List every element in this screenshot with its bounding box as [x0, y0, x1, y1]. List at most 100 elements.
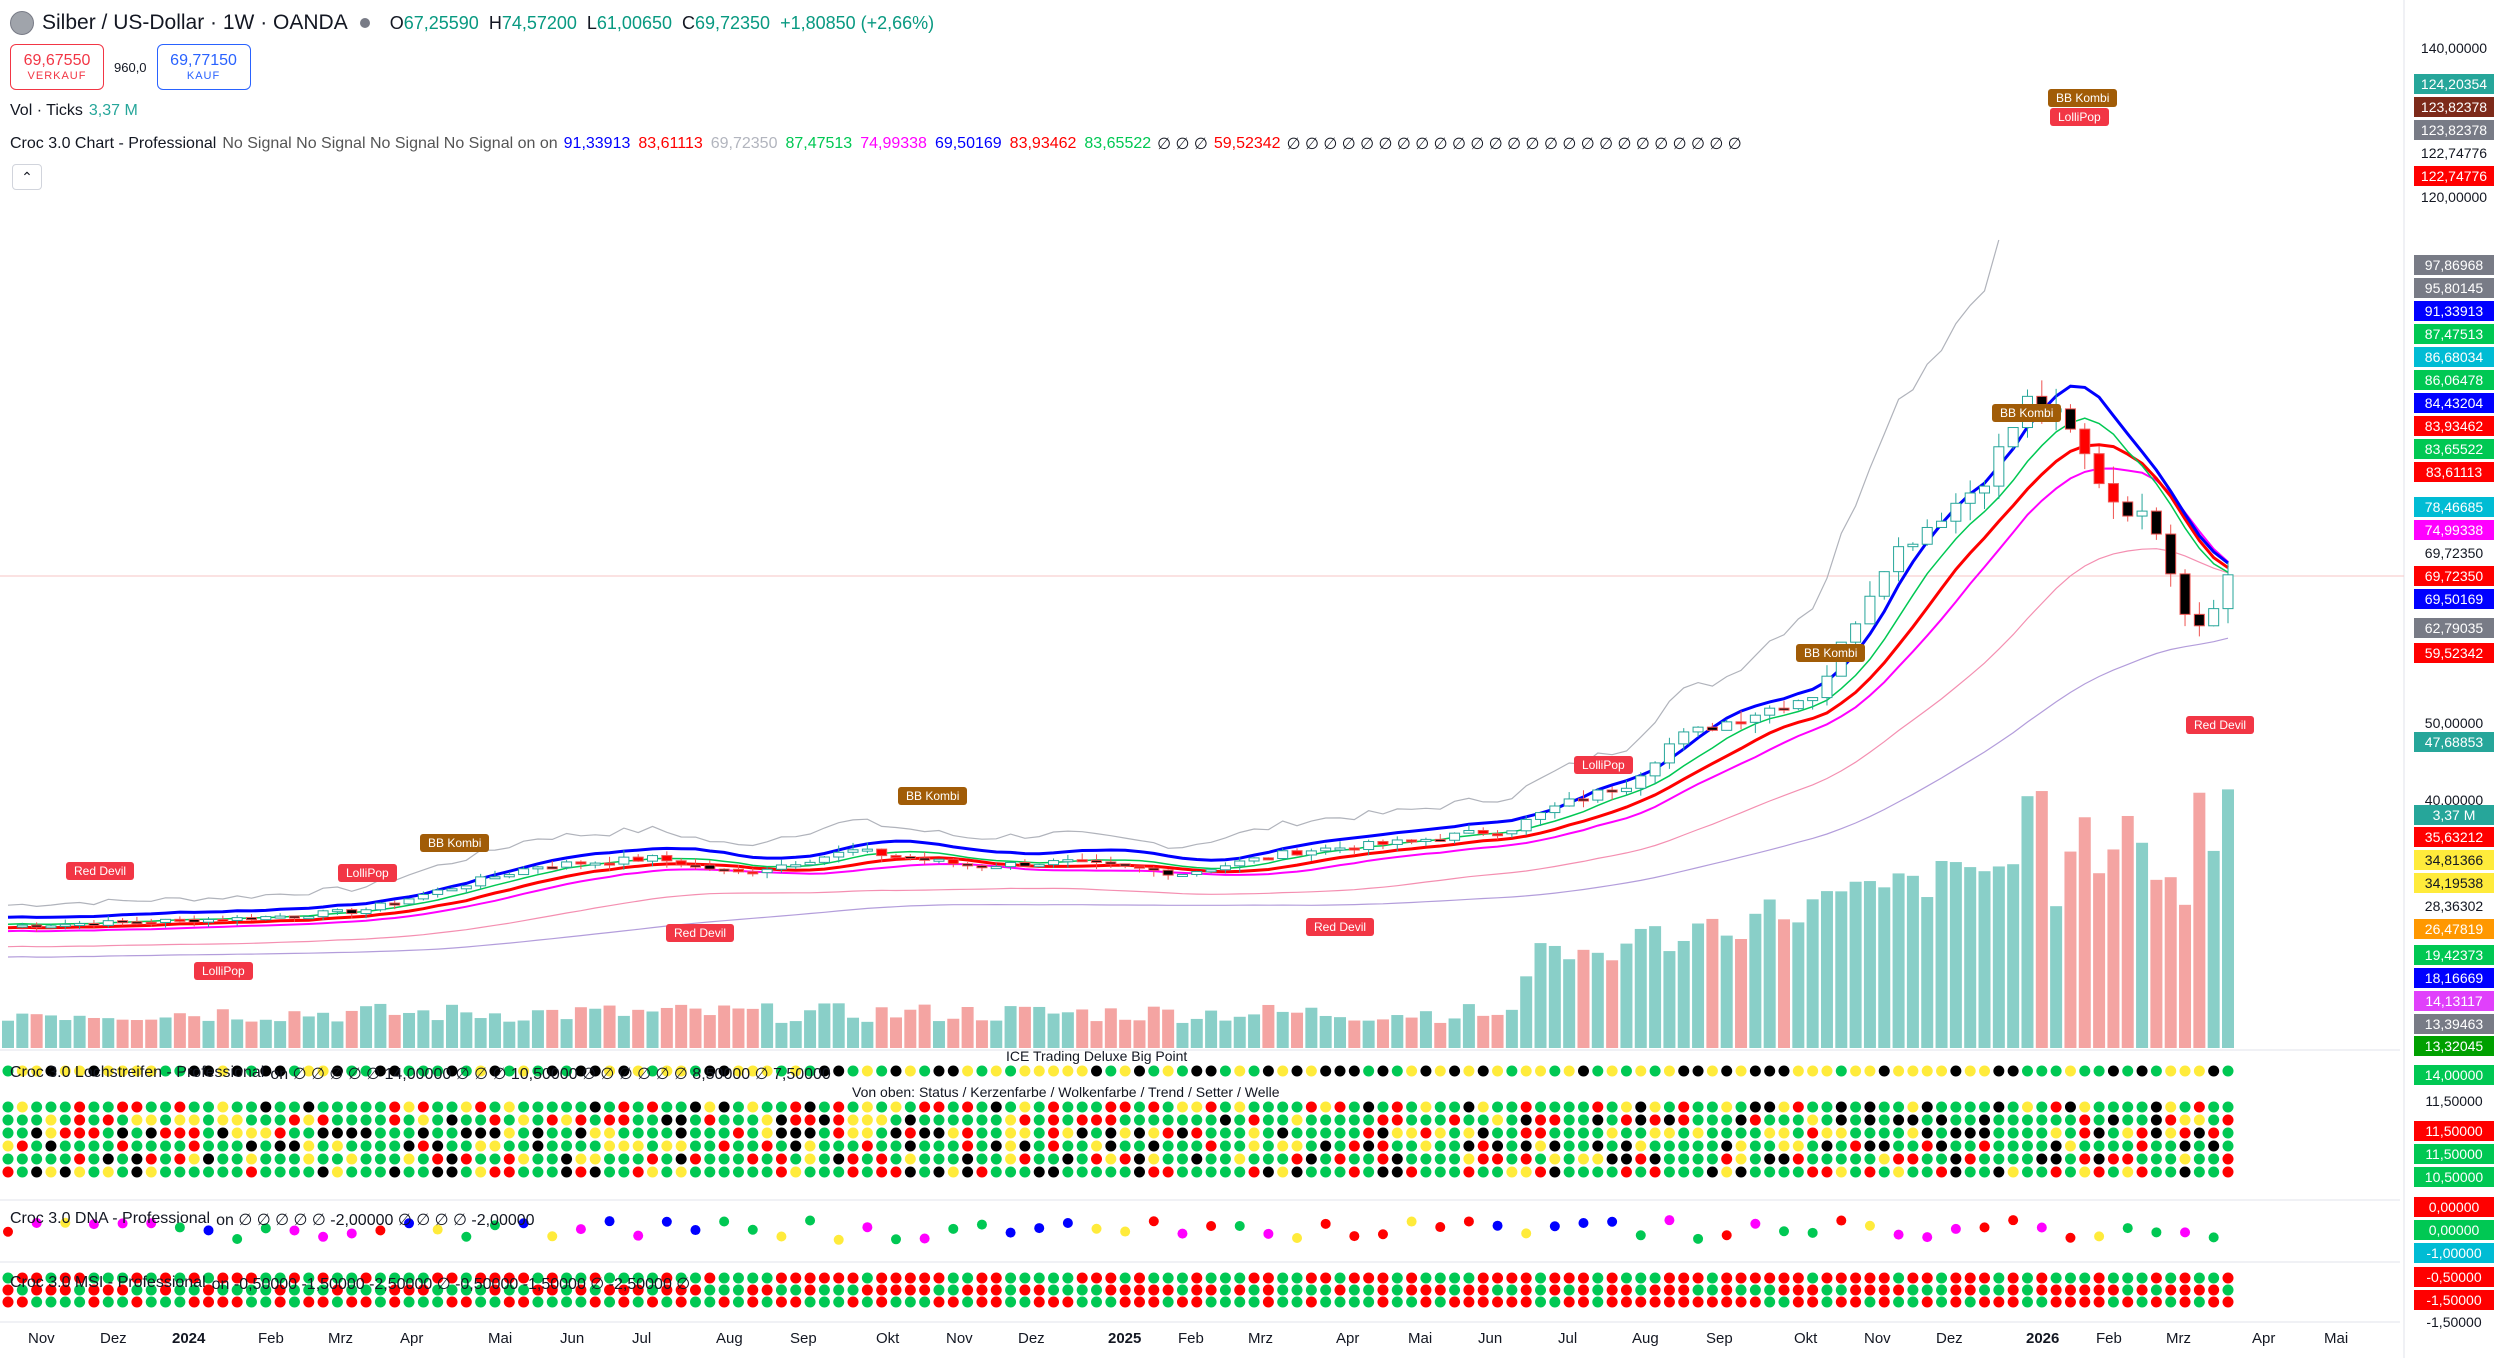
status-dot — [718, 1101, 730, 1113]
status-dot — [589, 1153, 601, 1165]
status-dot — [1148, 1065, 1160, 1077]
status-dot — [1678, 1127, 1690, 1139]
status-dot — [1219, 1272, 1231, 1284]
buy-button[interactable]: 69,77150 KAUF — [156, 44, 251, 90]
status-dot — [689, 1065, 701, 1077]
status-dot — [131, 1166, 143, 1178]
status-dot — [2064, 1127, 2076, 1139]
status-dot — [117, 1272, 129, 1284]
volume-bar — [975, 1020, 988, 1048]
volume-bar — [689, 1008, 702, 1048]
status-dot — [1864, 1153, 1876, 1165]
status-dot — [861, 1284, 873, 1296]
status-dot — [904, 1153, 916, 1165]
status-dot — [1506, 1114, 1518, 1126]
price-axis-label: -0,50000 — [2414, 1267, 2494, 1287]
status-dot — [1649, 1296, 1661, 1308]
candle-body — [661, 855, 673, 862]
status-dot — [2193, 1127, 2205, 1139]
status-dot — [775, 1296, 787, 1308]
status-dot — [1993, 1296, 2005, 1308]
status-dot — [59, 1284, 71, 1296]
status-dot — [1692, 1140, 1704, 1152]
red-devil-callout: Red Devil — [666, 924, 735, 942]
status-dot — [360, 1101, 372, 1113]
symbol-header[interactable]: Silber / US-Dollar · 1W · OANDA O67,2559… — [10, 8, 934, 38]
dna-dot — [1177, 1228, 1188, 1239]
status-dot — [1033, 1127, 1045, 1139]
croc-chart-legend[interactable]: Croc 3.0 Chart - Professional No Signal … — [10, 134, 1742, 154]
collapse-legend-button[interactable]: ⌃ — [12, 164, 42, 190]
volume-bar — [1276, 1011, 1289, 1048]
volume-legend[interactable]: Vol · Ticks 3,37 M — [10, 102, 138, 120]
status-dot — [604, 1166, 616, 1178]
status-dot — [1735, 1140, 1747, 1152]
candle-body — [1248, 857, 1260, 862]
status-dot — [446, 1296, 458, 1308]
status-dot — [618, 1296, 630, 1308]
status-dot — [976, 1140, 988, 1152]
status-dot — [1019, 1296, 1031, 1308]
status-dot — [833, 1153, 845, 1165]
status-dot — [1893, 1127, 1905, 1139]
candle-body — [1091, 859, 1103, 863]
status-dot — [1778, 1272, 1790, 1284]
status-dot — [1449, 1284, 1461, 1296]
status-dot — [1048, 1296, 1060, 1308]
volume-bar — [1706, 918, 1719, 1048]
volume-bar — [1462, 1004, 1475, 1048]
status-dot — [1234, 1140, 1246, 1152]
status-dot — [1363, 1140, 1375, 1152]
status-dot — [2208, 1296, 2220, 1308]
status-dot — [1520, 1101, 1532, 1113]
price-axis-label: 74,99338 — [2414, 520, 2494, 540]
status-dot — [1305, 1065, 1317, 1077]
status-dot — [1577, 1296, 1589, 1308]
status-dot — [1148, 1140, 1160, 1152]
lochstreifen-legend[interactable]: Croc 3.0 Lochstreifen - Professional on … — [10, 1064, 831, 1084]
status-dot — [489, 1166, 501, 1178]
status-dot — [718, 1114, 730, 1126]
candle-body — [904, 856, 916, 860]
symbol-title[interactable]: Silber / US-Dollar · 1W · OANDA — [42, 11, 348, 34]
status-dot — [2136, 1140, 2148, 1152]
status-dot — [288, 1272, 300, 1284]
status-dot — [1091, 1140, 1103, 1152]
status-dot — [45, 1101, 57, 1113]
dna-dot — [174, 1222, 185, 1233]
status-dot — [661, 1153, 673, 1165]
status-dot — [890, 1101, 902, 1113]
status-dot — [102, 1114, 114, 1126]
status-dot — [288, 1127, 300, 1139]
price-axis-label: 13,39463 — [2414, 1014, 2494, 1034]
dna-legend[interactable]: Croc 3.0 DNA - Professional on ∅ ∅ ∅ ∅ ∅… — [10, 1210, 535, 1230]
status-dot — [1620, 1140, 1632, 1152]
status-dot — [589, 1065, 601, 1077]
status-dot — [604, 1296, 616, 1308]
status-dot — [1964, 1153, 1976, 1165]
sell-button[interactable]: 69,67550 VERKAUF — [10, 44, 104, 90]
status-dot — [1406, 1127, 1418, 1139]
status-dot — [604, 1284, 616, 1296]
status-dot — [1706, 1284, 1718, 1296]
dna-dot — [1062, 1217, 1073, 1228]
status-dot — [861, 1065, 873, 1077]
status-dot — [632, 1101, 644, 1113]
msi-legend[interactable]: Croc 3.0 MSI - Professional on -0,50000 … — [10, 1274, 690, 1294]
candle-body — [217, 918, 229, 922]
status-dot — [589, 1114, 601, 1126]
status-dot — [1205, 1153, 1217, 1165]
price-axis-label: 11,50000 — [2414, 1091, 2494, 1111]
status-dot — [976, 1272, 988, 1284]
volume-bar — [145, 1019, 158, 1048]
status-dot — [1563, 1101, 1575, 1113]
status-dot — [2036, 1166, 2048, 1178]
status-dot — [303, 1114, 315, 1126]
status-dot — [1577, 1166, 1589, 1178]
status-dot — [2007, 1153, 2019, 1165]
dna-dot — [1349, 1231, 1360, 1242]
status-dot — [1219, 1284, 1231, 1296]
candle-body — [188, 919, 200, 923]
status-dot — [288, 1296, 300, 1308]
